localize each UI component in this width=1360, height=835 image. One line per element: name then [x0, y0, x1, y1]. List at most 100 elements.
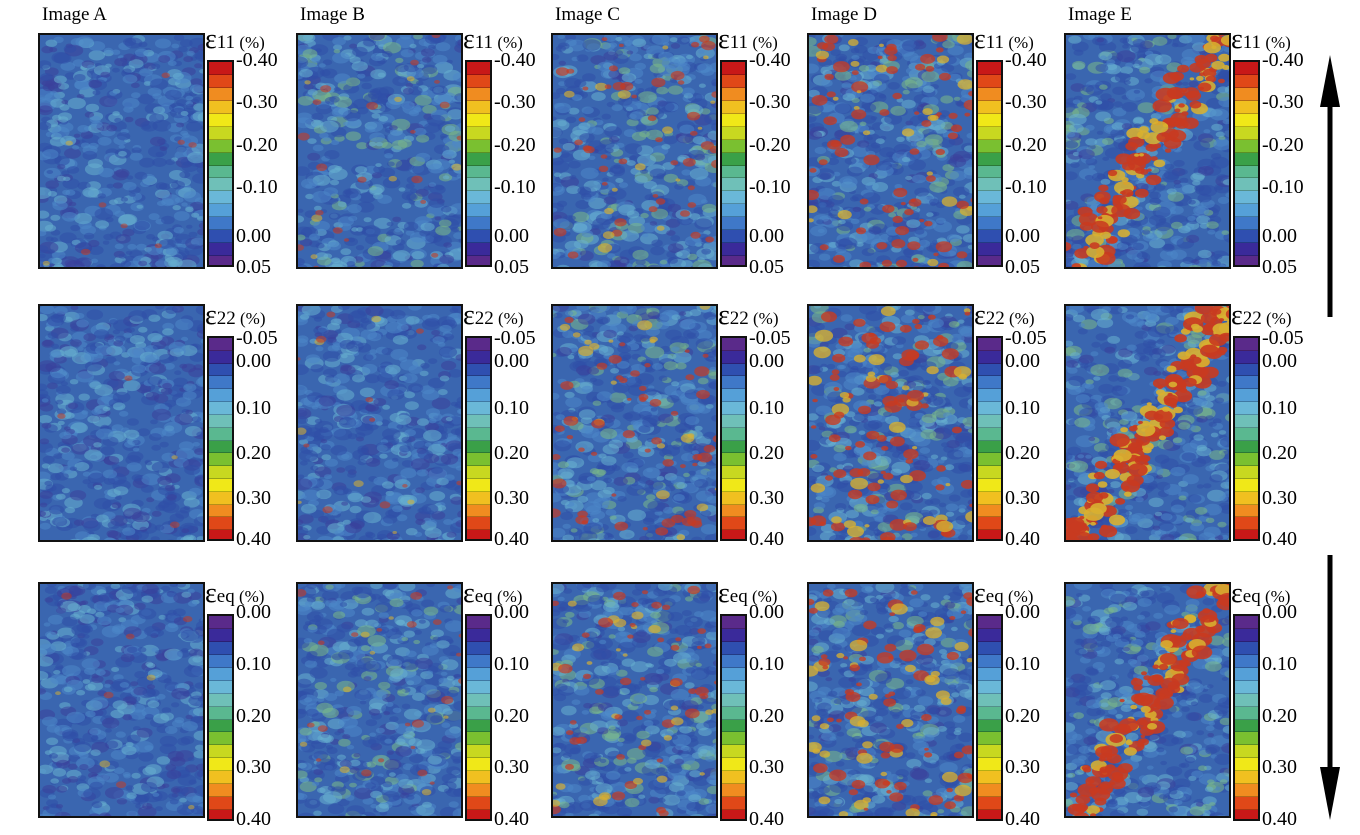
strain-symbol: ε [974, 24, 986, 55]
colorbar-band [467, 178, 490, 191]
colorbar [1233, 60, 1260, 267]
strain-component: 22 [730, 308, 749, 329]
strain-field-panel [807, 33, 974, 269]
colorbar-band [209, 204, 232, 217]
colorbar-band [722, 101, 745, 114]
colorbar-tick-label: 0.10 [1262, 398, 1297, 418]
colorbar [465, 60, 492, 267]
colorbar-tick-label: 0.40 [1262, 529, 1297, 549]
column-title: Image B [300, 4, 365, 26]
colorbar-band [1235, 402, 1258, 415]
colorbar-tick-label: 0.00 [236, 351, 271, 371]
colorbar-band [1235, 530, 1258, 541]
colorbar-band [978, 797, 1001, 810]
colorbar-band [209, 745, 232, 758]
strain-component: 22 [217, 308, 236, 329]
colorbar-band [722, 707, 745, 720]
colorbar-band [978, 415, 1001, 428]
colorbar-band [1235, 389, 1258, 402]
colorbar-band [467, 62, 490, 75]
colorbar-band [209, 62, 232, 75]
colorbar-band [722, 466, 745, 479]
colorbar-band [209, 75, 232, 88]
colorbar-tick-label: 0.30 [236, 757, 271, 777]
colorbar-band [978, 376, 1001, 389]
colorbar-tick-label: 0.20 [1005, 706, 1040, 726]
colorbar-tick-label: 0.30 [1262, 488, 1297, 508]
colorbar-tick-label: 0.10 [236, 654, 271, 674]
colorbar-band [722, 797, 745, 810]
column-title: Image A [42, 4, 107, 26]
strain-field-panel [296, 33, 463, 269]
colorbar-band [1235, 466, 1258, 479]
colorbar-band [467, 441, 490, 454]
colorbar [976, 336, 1003, 541]
colorbar-band [1235, 492, 1258, 505]
colorbar-band [209, 732, 232, 745]
colorbar-band [209, 681, 232, 694]
colorbar-tick-label: -0.10 [1005, 177, 1047, 197]
colorbar-tick-label: 0.00 [1262, 602, 1297, 622]
colorbar-band [467, 166, 490, 179]
colorbar-band [1235, 771, 1258, 784]
colorbar-band [209, 256, 232, 267]
strain-component: 11 [475, 32, 493, 53]
colorbar-tick-label: 0.05 [494, 257, 529, 277]
colorbar-band [722, 681, 745, 694]
colorbar-band [978, 75, 1001, 88]
colorbar-band [1235, 351, 1258, 364]
colorbar-band [209, 364, 232, 377]
colorbar-band [722, 428, 745, 441]
colorbar-tick-label: 0.40 [494, 809, 529, 829]
colorbar-tick-label: -0.30 [749, 92, 791, 112]
colorbar-band [209, 428, 232, 441]
colorbar-band [467, 797, 490, 810]
colorbar-tick-label: 0.00 [1262, 351, 1297, 371]
strain-field-panel [1064, 304, 1231, 542]
strain-field-texture [298, 35, 463, 269]
colorbar-tick-label: 0.10 [494, 398, 529, 418]
strain-symbol: ε [205, 300, 217, 331]
colorbar-band [978, 668, 1001, 681]
colorbar-band [1235, 453, 1258, 466]
colorbar-tick-label: -0.10 [1262, 177, 1304, 197]
colorbar-band [467, 140, 490, 153]
colorbar-band [467, 243, 490, 256]
colorbar-band [1235, 127, 1258, 140]
colorbar-tick-label: 0.30 [494, 757, 529, 777]
colorbar-band [467, 629, 490, 642]
colorbar-band [722, 62, 745, 75]
colorbar-tick-label: 0.00 [749, 226, 784, 246]
colorbar-band [722, 479, 745, 492]
colorbar-band [722, 75, 745, 88]
colorbar-tick-label: 0.10 [749, 654, 784, 674]
colorbar-band [978, 810, 1001, 821]
column-title: Image D [811, 4, 877, 26]
colorbar-tick-label: 0.00 [1005, 351, 1040, 371]
colorbar-band [467, 127, 490, 140]
colorbar-band [978, 256, 1001, 267]
colorbar-band [467, 364, 490, 377]
colorbar-band [1235, 797, 1258, 810]
colorbar-band [722, 642, 745, 655]
colorbar-band [467, 668, 490, 681]
colorbar-band [978, 758, 1001, 771]
colorbar-band [209, 771, 232, 784]
colorbar-band [1235, 204, 1258, 217]
colorbar-band [467, 217, 490, 230]
colorbar-tick-label: 0.20 [236, 443, 271, 463]
colorbar-tick-label: -0.10 [236, 177, 278, 197]
colorbar [465, 614, 492, 821]
strain-field-texture [298, 306, 463, 542]
colorbar-tick-label: 0.10 [1005, 654, 1040, 674]
strain-symbol: ε [205, 578, 217, 609]
colorbar-band [978, 153, 1001, 166]
colorbar-band [1235, 745, 1258, 758]
colorbar-band [722, 166, 745, 179]
colorbar-band [722, 230, 745, 243]
colorbar-band [978, 389, 1001, 402]
colorbar-band [209, 217, 232, 230]
colorbar-band [1235, 153, 1258, 166]
colorbar-band [209, 389, 232, 402]
